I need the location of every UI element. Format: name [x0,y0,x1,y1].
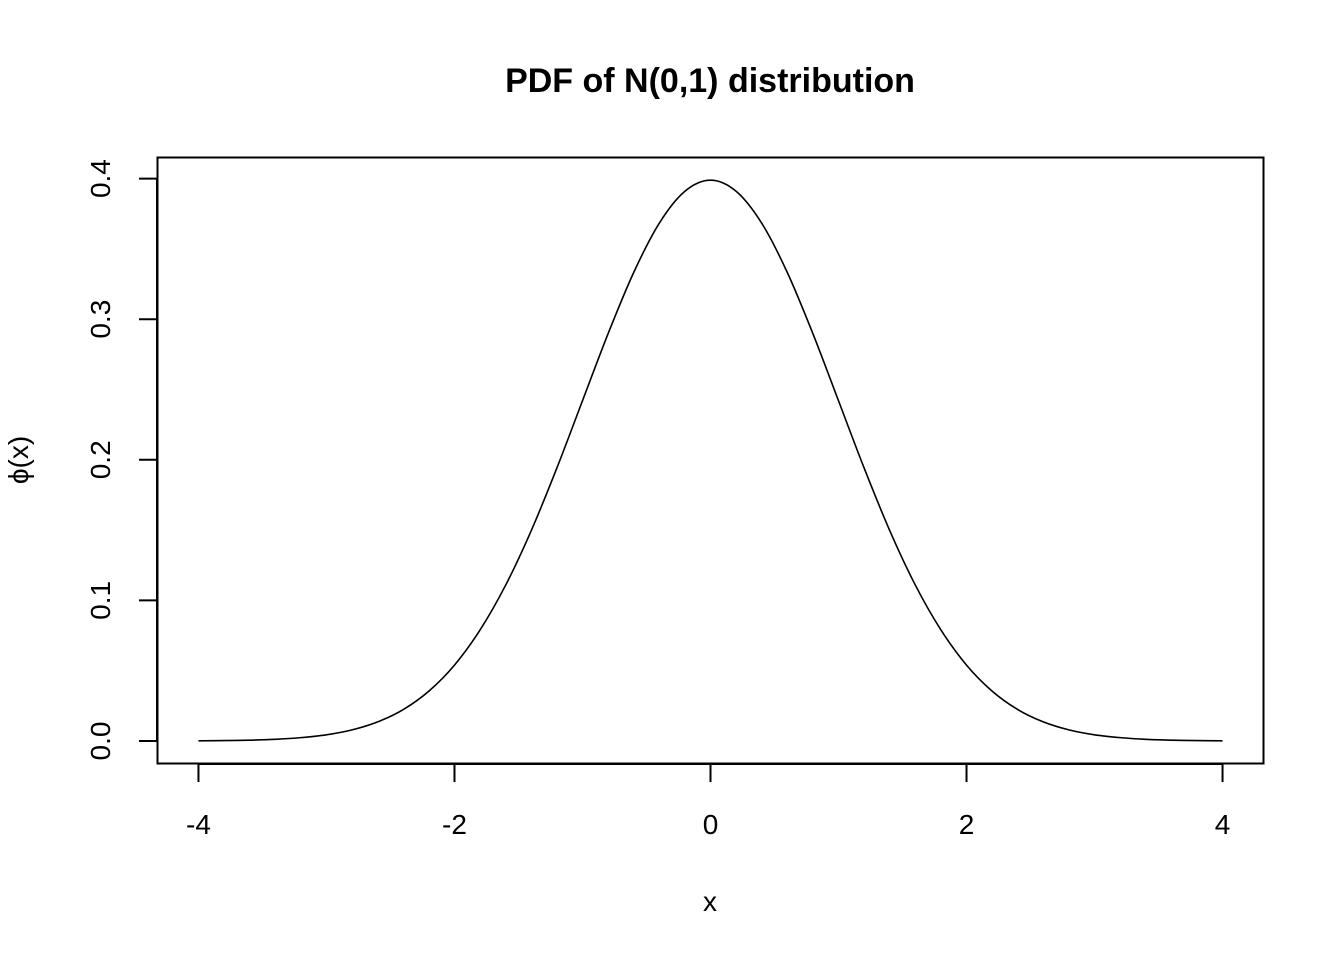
x-tick-label: 4 [1215,809,1231,840]
plot-frame [156,156,1265,765]
y-tick-label: 0.4 [85,159,116,198]
x-axis-label: x [703,886,717,917]
y-axis-label: ϕ(x) [3,436,34,484]
y-tick-label: 0.2 [85,440,116,479]
pdf-curve-line [198,179,1223,742]
x-tick-label: 2 [959,809,975,840]
chart-title: PDF of N(0,1) distribution [505,62,915,100]
y-tick-label: 0.3 [85,300,116,339]
y-tick-label: 0.0 [85,722,116,761]
x-axis: -4 -2 0 2 4 [186,763,1231,840]
y-tick-label: 0.1 [85,581,116,620]
x-tick-label: 0 [703,809,719,840]
x-tick-label: -4 [186,809,211,840]
x-tick-label: -2 [442,809,467,840]
y-axis: 0.0 0.1 0.2 0.3 0.4 [85,159,158,761]
